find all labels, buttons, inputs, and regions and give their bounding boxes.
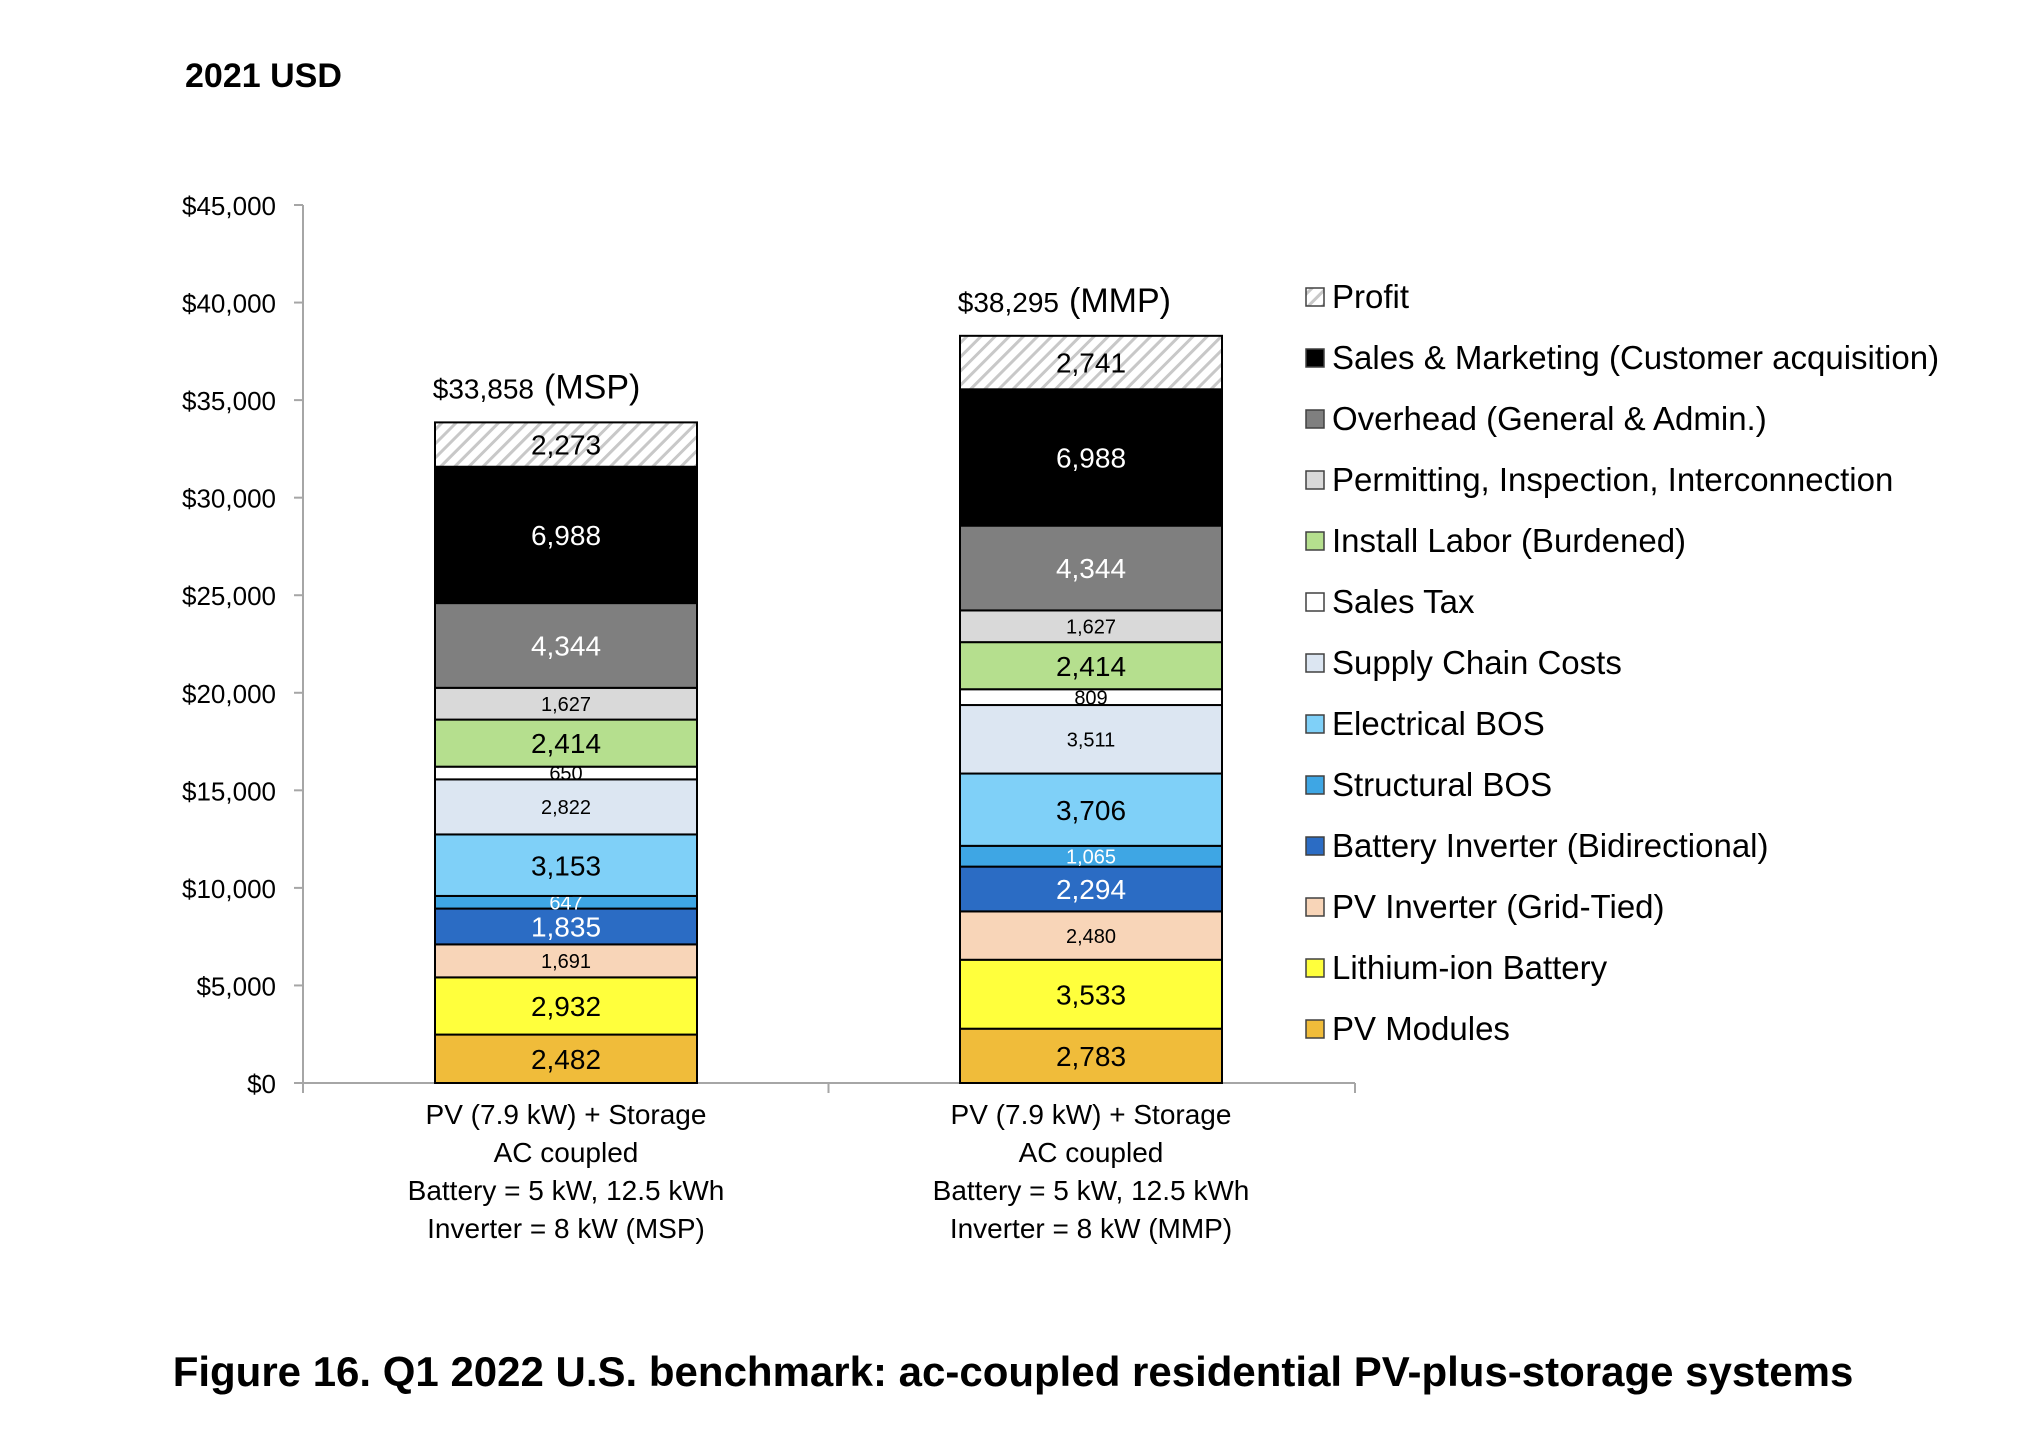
bar-segment	[959, 524, 1223, 612]
bar-segment	[434, 976, 698, 1036]
legend-swatch	[1305, 1019, 1325, 1039]
x-category-label: AC coupled	[494, 1137, 639, 1168]
bar-total-label: (MSP)	[544, 368, 640, 406]
legend-entry: Lithium-ion Battery	[1332, 949, 1608, 986]
bar-segment	[434, 602, 698, 689]
segment-value-label: 1,835	[531, 912, 601, 943]
bar-segment	[959, 334, 1223, 391]
segment-value-label: 4,344	[1056, 553, 1126, 584]
bar-segment	[434, 833, 698, 897]
bar-segment	[434, 778, 698, 836]
legend-entry: Sales & Marketing (Customer acquisition)	[1332, 339, 1939, 376]
legend-swatch	[1305, 348, 1325, 368]
legend-entry: Supply Chain Costs	[1332, 644, 1622, 681]
segment-value-label: 2,414	[531, 728, 601, 759]
legend-entry: Battery Inverter (Bidirectional)	[1332, 827, 1769, 864]
legend-swatch	[1305, 836, 1325, 856]
legend-swatch	[1305, 958, 1325, 978]
segment-value-label: 2,414	[1056, 651, 1126, 682]
x-axis-labels: PV (7.9 kW) + Storage AC coupled Battery =…	[408, 1099, 1250, 1244]
bar-segment	[434, 686, 698, 721]
segment-value-label: 1,691	[541, 951, 591, 973]
segment-value-label: 650	[549, 763, 582, 785]
legend-swatch	[1305, 409, 1325, 429]
bar-segment	[959, 772, 1223, 847]
segment-value-label: 3,511	[1067, 729, 1116, 751]
bar-total-label: (MMP)	[1069, 282, 1171, 320]
bar-total-value: $38,295	[958, 287, 1059, 318]
legend: Profit Sales & Marketing (Customer acquis…	[1305, 278, 1939, 1047]
y-tick-label: $45,000	[182, 191, 276, 221]
legend-entry: PV Inverter (Grid-Tied)	[1332, 888, 1665, 925]
y-axis: $0 $5,000 $10,000 $15,000 $20,000 $25,000 $30,…	[182, 191, 1356, 1099]
x-category-label: Battery = 5 kW, 12.5 kWh	[408, 1175, 725, 1206]
legend-entry: Electrical BOS	[1332, 705, 1545, 742]
segment-value-label: 2,932	[531, 991, 601, 1022]
bar-totals: $33,858 (MSP) $38,295 (MMP)	[433, 282, 1171, 407]
segment-value-label: 4,344	[531, 631, 601, 662]
x-category-label: AC coupled	[1019, 1137, 1164, 1168]
segment-value-label: 2,273	[531, 430, 601, 461]
segment-value-label: 2,480	[1066, 926, 1116, 948]
segment-value-label: 3,706	[1056, 795, 1126, 826]
x-category-label: Inverter = 8 kW (MMP)	[950, 1213, 1232, 1244]
y-tick-label: $20,000	[182, 679, 276, 709]
legend-swatch	[1305, 592, 1325, 612]
x-category-label: Battery = 5 kW, 12.5 kWh	[933, 1175, 1250, 1206]
segment-value-label: 647	[549, 892, 582, 914]
bar-segment	[434, 465, 698, 605]
y-tick-label: $30,000	[182, 484, 276, 514]
segment-value-label: 2,822	[541, 797, 591, 819]
legend-entry: Permitting, Inspection, Interconnection	[1332, 461, 1893, 498]
y-tick-label: $5,000	[196, 971, 276, 1001]
segment-value-label: 6,988	[531, 520, 601, 551]
legend-swatch	[1305, 531, 1325, 551]
segment-value-label: 2,482	[531, 1044, 601, 1075]
y-tick-label: $25,000	[182, 581, 276, 611]
bar-segment	[959, 958, 1223, 1030]
bar-segment	[434, 421, 698, 468]
stacked-bar-chart: 2021 USD $0 $5,000 $10,000 $15,000 $20,000 $2…	[182, 57, 1939, 1244]
legend-swatch	[1305, 714, 1325, 734]
figure-caption: Figure 16. Q1 2022 U.S. benchmark: ac-co…	[172, 1348, 1854, 1395]
legend-swatch	[1305, 470, 1325, 490]
bar-segment	[959, 704, 1223, 775]
segment-value-label: 2,741	[1056, 348, 1126, 379]
y-tick-label: $0	[247, 1069, 276, 1099]
legend-entry: Install Labor (Burdened)	[1332, 522, 1686, 559]
y-tick-label: $15,000	[182, 776, 276, 806]
segment-value-label: 6,988	[1056, 443, 1126, 474]
bar-segment	[959, 388, 1223, 527]
x-category-label: Inverter = 8 kW (MSP)	[427, 1213, 705, 1244]
segment-value-label: 1,065	[1066, 846, 1116, 868]
legend-swatch	[1305, 653, 1325, 673]
chart-title: 2021 USD	[185, 57, 342, 95]
segment-value-label: 2,783	[1056, 1041, 1126, 1072]
legend-entry: PV Modules	[1332, 1010, 1510, 1047]
y-tick-label: $10,000	[182, 874, 276, 904]
segment-value-label: 1,627	[1066, 616, 1116, 638]
segment-value-label: 3,153	[531, 850, 601, 881]
legend-swatch	[1305, 775, 1325, 795]
bar-segment	[434, 1033, 698, 1084]
bar-segment	[959, 1027, 1223, 1084]
legend-entry: Structural BOS	[1332, 766, 1552, 803]
y-tick-label: $35,000	[182, 386, 276, 416]
legend-entry: Sales Tax	[1332, 583, 1475, 620]
legend-swatch	[1305, 897, 1325, 917]
segment-value-label: 1,627	[541, 694, 591, 716]
y-tick-label: $40,000	[182, 289, 276, 319]
segment-value-label: 809	[1074, 687, 1107, 709]
bar-total-value: $33,858	[433, 373, 534, 404]
legend-entry: Profit	[1332, 278, 1409, 315]
x-category-label: PV (7.9 kW) + Storage	[951, 1099, 1232, 1130]
segment-value-label: 2,294	[1056, 874, 1126, 905]
legend-swatch	[1305, 287, 1325, 307]
bar-segment	[434, 907, 698, 946]
x-category-label: PV (7.9 kW) + Storage	[426, 1099, 707, 1130]
bar-segment	[959, 865, 1223, 913]
legend-entry: Overhead (General & Admin.)	[1332, 400, 1767, 437]
segment-value-label: 3,533	[1056, 979, 1126, 1010]
